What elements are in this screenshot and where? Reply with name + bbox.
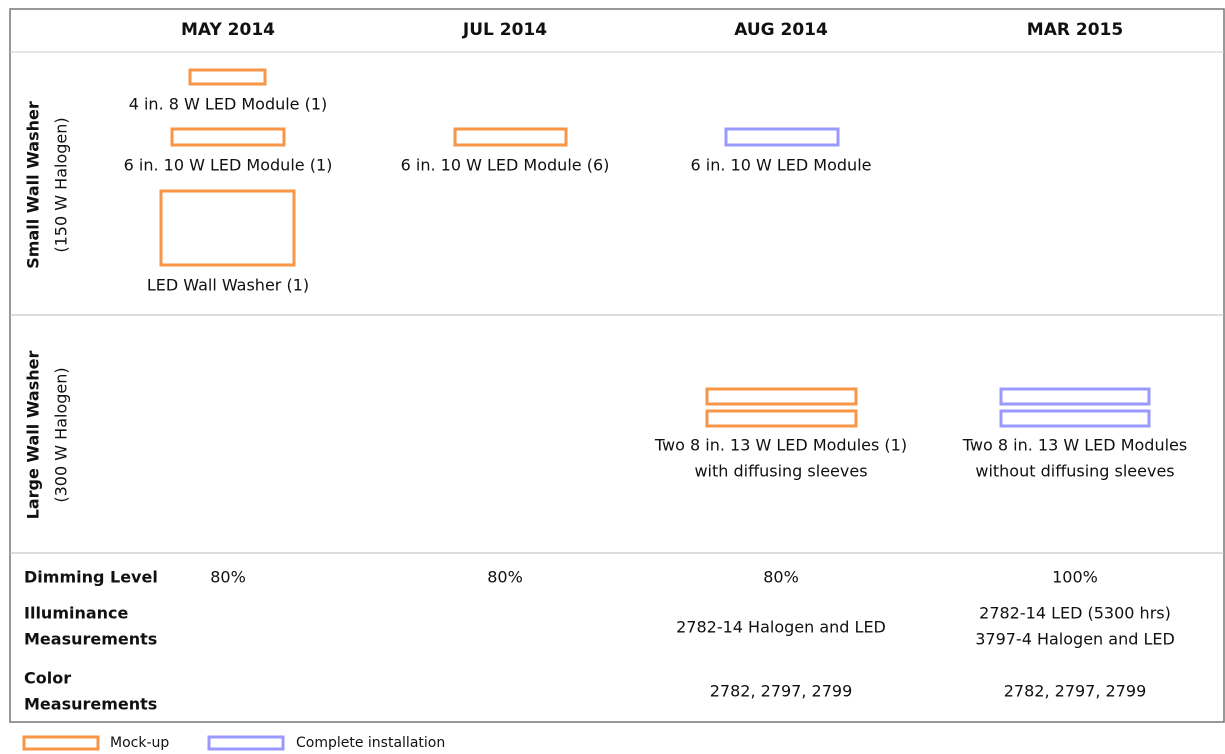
row-label: Small Wall Washer	[24, 101, 43, 269]
row-label: Large Wall Washer	[24, 351, 43, 520]
item-label: Two 8 in. 13 W LED Modules (1)	[654, 436, 907, 455]
mockup-box	[188, 68, 267, 86]
measure-label: Measurements	[24, 695, 157, 714]
legend-label: Mock-up	[110, 735, 169, 751]
item-label: 6 in. 10 W LED Module (6)	[401, 156, 610, 175]
measure-value: 2782, 2797, 2799	[1004, 682, 1147, 701]
item-label: Two 8 in. 13 W LED Modules	[962, 436, 1187, 455]
legend-label: Complete installation	[296, 735, 445, 751]
mockup-box	[170, 127, 286, 147]
measure-label: Color	[24, 669, 71, 688]
measure-value: 80%	[487, 568, 523, 587]
installation-box	[999, 387, 1151, 406]
row-sublabel: (150 W Halogen)	[52, 117, 71, 252]
mockup-box	[453, 127, 568, 147]
installation-box	[724, 127, 840, 147]
measure-label: Illuminance	[24, 604, 129, 623]
measure-value: 2782, 2797, 2799	[710, 682, 853, 701]
item-label: with diffusing sleeves	[694, 462, 867, 481]
measure-value: 3797-4 Halogen and LED	[975, 630, 1175, 649]
item-label: without diffusing sleeves	[975, 462, 1174, 481]
legend-swatch	[207, 735, 285, 751]
item-label: 6 in. 10 W LED Module	[691, 156, 872, 175]
legend-swatch	[22, 735, 100, 751]
installation-box	[999, 409, 1151, 428]
item-label: 4 in. 8 W LED Module (1)	[129, 95, 328, 114]
measure-value: 80%	[210, 568, 246, 587]
measure-label: Measurements	[24, 630, 157, 649]
mockup-box	[705, 409, 858, 428]
item-label: LED Wall Washer (1)	[147, 276, 309, 295]
measure-label: Dimming Level	[24, 568, 158, 587]
row-sublabel: (300 W Halogen)	[52, 367, 71, 502]
column-header: MAR 2015	[1027, 20, 1123, 40]
measure-value: 100%	[1052, 568, 1098, 587]
column-header: MAY 2014	[181, 20, 275, 40]
item-label: 6 in. 10 W LED Module (1)	[124, 156, 333, 175]
measure-value: 2782-14 Halogen and LED	[676, 618, 886, 637]
column-header: JUL 2014	[462, 20, 547, 40]
mockup-box	[159, 189, 296, 267]
measure-value: 80%	[763, 568, 799, 587]
frame	[9, 8, 1225, 723]
mockup-box	[705, 387, 858, 406]
column-header: AUG 2014	[734, 20, 828, 40]
measure-value: 2782-14 LED (5300 hrs)	[979, 604, 1171, 623]
